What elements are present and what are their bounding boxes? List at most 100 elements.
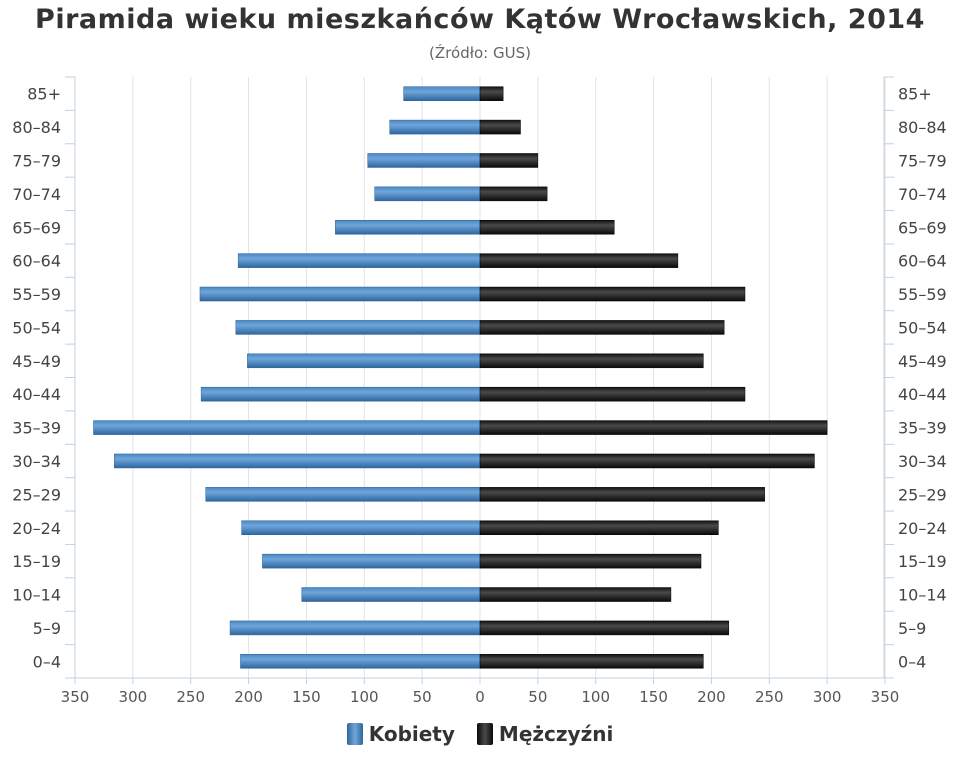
- x-tick-label: 300: [119, 688, 148, 706]
- y-category-label-left: 80–84: [12, 118, 61, 137]
- chart-subtitle: (Źródło: GUS): [429, 44, 531, 62]
- bar-mezczyzni: [479, 320, 725, 335]
- bar-kobiety: [262, 553, 481, 569]
- y-category-label-right: 5–9: [898, 619, 926, 638]
- bar-kobiety: [200, 386, 481, 402]
- bar-kobiety: [335, 220, 481, 235]
- bar-mezczyzni: [479, 386, 746, 402]
- bar-kobiety: [241, 520, 481, 535]
- bar-kobiety: [389, 119, 481, 135]
- bars: [93, 86, 828, 669]
- bar-mezczyzni: [479, 220, 615, 235]
- y-category-label-right: 10–14: [898, 586, 947, 605]
- bar-mezczyzni: [479, 520, 719, 535]
- y-category-label-right: 85+: [898, 85, 932, 104]
- chart-title: Piramida wieku mieszkańców Kątów Wrocław…: [35, 4, 925, 35]
- x-tick-label: 200: [234, 688, 263, 706]
- y-category-label-left: 45–49: [12, 352, 61, 371]
- bar-mezczyzni: [479, 587, 672, 602]
- y-category-label-left: 85+: [27, 85, 61, 104]
- legend-swatch-mezczyzni: [476, 723, 493, 745]
- bar-kobiety: [301, 587, 481, 602]
- bar-kobiety: [205, 487, 481, 502]
- bar-mezczyzni: [479, 119, 521, 135]
- bar-mezczyzni: [479, 153, 539, 168]
- x-tick-label: 150: [639, 688, 668, 706]
- y-category-label-right: 45–49: [898, 352, 947, 371]
- y-category-label-right: 70–74: [898, 185, 947, 204]
- y-category-label-left: 60–64: [12, 252, 61, 271]
- x-tick-label: 350: [61, 688, 90, 706]
- x-tick-label: 100: [581, 688, 610, 706]
- y-category-label-right: 0–4: [898, 652, 926, 671]
- bar-kobiety: [114, 453, 481, 469]
- y-category-label-left: 20–24: [12, 519, 61, 538]
- bar-mezczyzni: [479, 420, 828, 435]
- bar-kobiety: [403, 86, 481, 101]
- y-category-label-right: 80–84: [898, 118, 947, 137]
- legend-label-mezczyzni: Mężczyźni: [498, 722, 614, 746]
- y-category-label-right: 20–24: [898, 519, 947, 538]
- y-category-label-right: 55–59: [898, 285, 947, 304]
- y-category-label-right: 40–44: [898, 385, 947, 404]
- x-tick-label: 50: [528, 688, 547, 706]
- legend-swatch-kobiety: [346, 723, 363, 745]
- x-tick-label: 150: [292, 688, 321, 706]
- axis-labels: 350 300 250 200 150 100 50 0 50 100 150 200 250 300 35…: [12, 85, 946, 706]
- x-tick-label: 250: [176, 688, 205, 706]
- bar-mezczyzni: [479, 620, 730, 636]
- x-tick-label: 0: [475, 688, 485, 706]
- bar-mezczyzni: [479, 286, 746, 302]
- x-tick-label: 50: [413, 688, 432, 706]
- bar-kobiety: [237, 253, 481, 268]
- y-category-label-right: 60–64: [898, 252, 947, 271]
- bar-mezczyzni: [479, 487, 765, 502]
- bar-mezczyzni: [479, 654, 704, 669]
- bar-mezczyzni: [479, 453, 815, 469]
- y-category-label-left: 55–59: [12, 285, 61, 304]
- bar-kobiety: [229, 620, 481, 636]
- y-category-label-right: 35–39: [898, 419, 947, 438]
- bar-mezczyzni: [479, 553, 702, 569]
- x-tick-label: 250: [755, 688, 784, 706]
- axes: [65, 76, 894, 684]
- y-category-label-left: 5–9: [33, 619, 61, 638]
- y-category-label-left: 65–69: [12, 218, 61, 237]
- bar-mezczyzni: [479, 86, 504, 101]
- y-category-label-right: 25–29: [898, 485, 947, 504]
- y-category-label-right: 15–19: [898, 552, 947, 571]
- y-category-label-right: 50–54: [898, 318, 947, 337]
- y-category-label-left: 70–74: [12, 185, 61, 204]
- x-tick-label: 200: [697, 688, 726, 706]
- y-category-label-left: 50–54: [12, 318, 61, 337]
- bar-kobiety: [93, 420, 481, 435]
- x-tick-label: 300: [813, 688, 842, 706]
- legend-item-mezczyzni[interactable]: Mężczyźni: [476, 722, 614, 746]
- bar-kobiety: [367, 153, 481, 168]
- y-category-label-left: 40–44: [12, 385, 61, 404]
- bar-kobiety: [247, 353, 481, 369]
- y-category-label-left: 10–14: [12, 586, 61, 605]
- y-category-label-left: 0–4: [33, 652, 61, 671]
- x-tick-label: 100: [350, 688, 379, 706]
- legend-label-kobiety: Kobiety: [368, 722, 455, 746]
- y-category-label-left: 75–79: [12, 151, 61, 170]
- y-category-label-left: 25–29: [12, 485, 61, 504]
- bar-mezczyzni: [479, 186, 548, 202]
- y-category-label-right: 65–69: [898, 218, 947, 237]
- y-category-label-right: 75–79: [898, 151, 947, 170]
- legend: Kobiety Mężczyźni: [0, 722, 960, 746]
- y-category-label-left: 30–34: [12, 452, 61, 471]
- bar-kobiety: [374, 186, 481, 202]
- y-category-label-left: 35–39: [12, 419, 61, 438]
- bar-mezczyzni: [479, 353, 704, 369]
- y-category-label-right: 30–34: [898, 452, 947, 471]
- y-category-label-left: 15–19: [12, 552, 61, 571]
- legend-item-kobiety[interactable]: Kobiety: [346, 722, 455, 746]
- x-tick-label: 350: [871, 688, 900, 706]
- bar-kobiety: [240, 654, 481, 669]
- bar-kobiety: [235, 320, 481, 335]
- bar-kobiety: [199, 286, 481, 302]
- bar-mezczyzni: [479, 253, 679, 268]
